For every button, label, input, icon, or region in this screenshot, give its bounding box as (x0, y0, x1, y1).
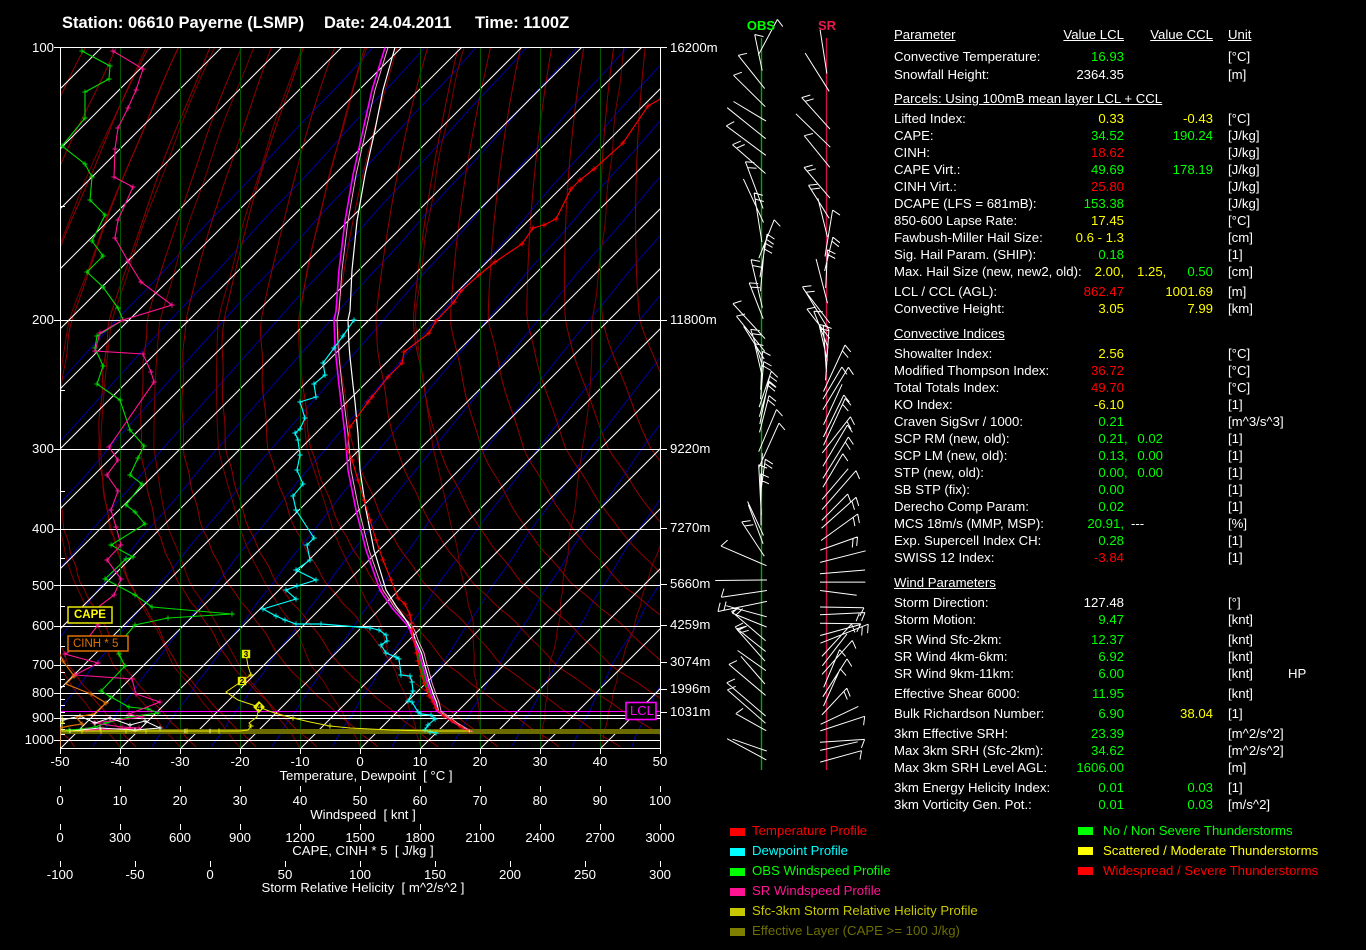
svg-text:3: 3 (244, 650, 249, 659)
svg-text:2: 2 (240, 677, 245, 686)
svg-text:4: 4 (257, 703, 262, 712)
